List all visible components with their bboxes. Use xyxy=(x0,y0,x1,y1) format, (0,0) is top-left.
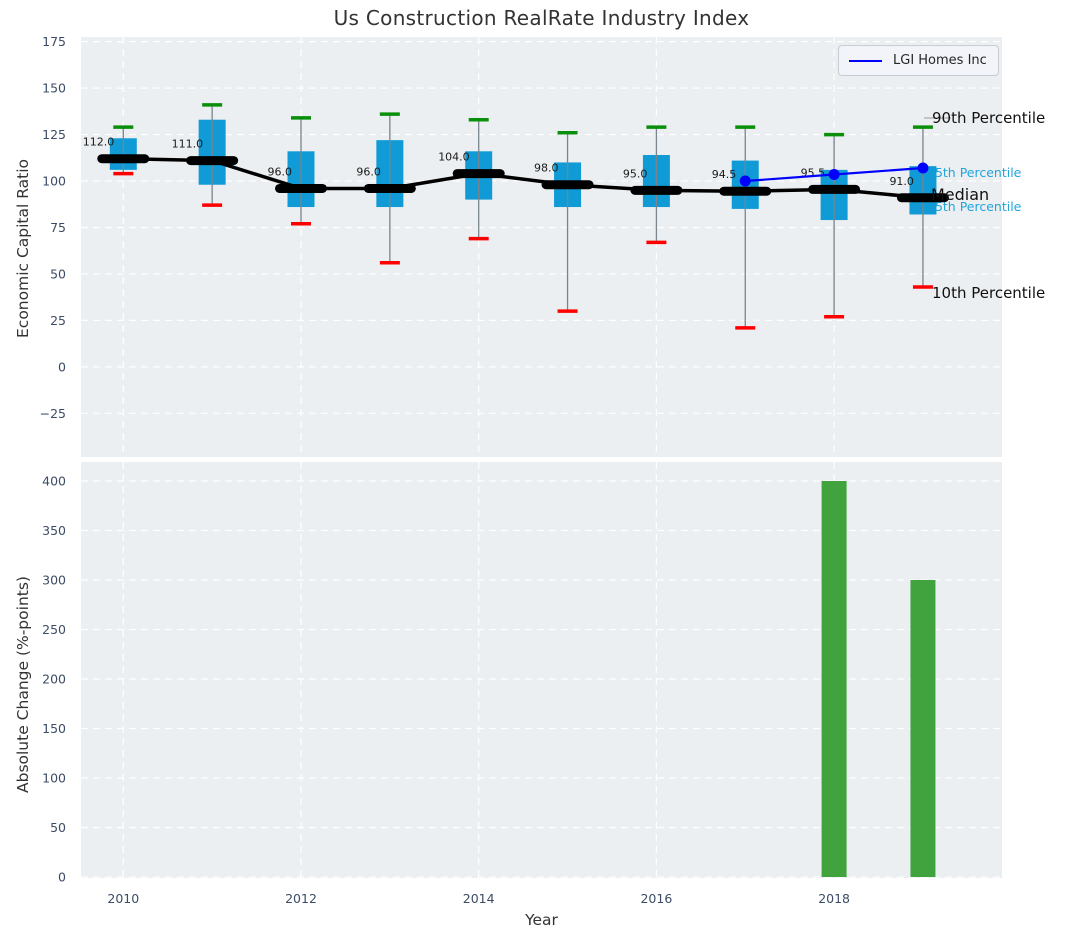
bottom-y-tick-label: 50 xyxy=(50,820,66,835)
change-bar-2018 xyxy=(821,481,847,877)
top-y-tick-label: 25 xyxy=(50,313,66,328)
lgi-homes-point-2018 xyxy=(828,169,840,181)
lgi-homes-point-2017 xyxy=(739,175,751,187)
chart-title: Us Construction RealRate Industry Index xyxy=(333,6,750,30)
annotation-90th-percentile: 90th Percentile xyxy=(932,109,1045,127)
x-tick-label-2012: 2012 xyxy=(285,891,317,906)
median-value-label-2019: 91.0 xyxy=(889,175,914,188)
top-axes: 175 150 125 100 75 50 25 0 −25 75th Percentile 25t… xyxy=(40,34,1045,457)
annotation-75th-percentile: 75th Percentile xyxy=(927,165,1022,180)
top-y-tick-label: 75 xyxy=(50,220,66,235)
annotation-median: Median xyxy=(931,185,989,204)
median-marker-2010 xyxy=(97,154,150,164)
median-marker-2012 xyxy=(275,183,327,193)
bottom-y-tick-label: 150 xyxy=(42,721,66,736)
median-marker-2011 xyxy=(186,156,239,166)
median-value-label-2010: 112.0 xyxy=(83,136,115,149)
top-y-tick-label: 50 xyxy=(50,266,66,281)
x-tick-label-2016: 2016 xyxy=(640,891,672,906)
annotation-10th-percentile: 10th Percentile xyxy=(932,284,1045,302)
median-value-label-2012: 96.0 xyxy=(268,165,293,178)
bottom-y-tick-label: 250 xyxy=(42,622,66,637)
top-y-tick-label: 125 xyxy=(42,127,66,142)
top-plot-background xyxy=(81,37,1002,457)
x-tick-label-2010: 2010 xyxy=(107,891,139,906)
median-marker-2017 xyxy=(719,186,772,196)
top-y-tick-label: 0 xyxy=(58,359,66,374)
top-y-tick-label: 100 xyxy=(42,174,66,189)
median-value-label-2015: 98.0 xyxy=(534,162,559,175)
top-y-tick-label: 175 xyxy=(42,34,66,49)
legend: LGI Homes Inc xyxy=(838,45,999,76)
median-marker-2016 xyxy=(630,185,683,195)
median-value-label-2016: 95.0 xyxy=(623,167,648,180)
median-marker-2015 xyxy=(541,180,594,190)
change-bar-2019 xyxy=(910,580,936,877)
bottom-y-axis-label: Absolute Change (%-points) xyxy=(14,576,32,793)
legend-line-sample xyxy=(849,59,882,62)
x-tick-label-2014: 2014 xyxy=(463,891,495,906)
top-y-tick-label: 150 xyxy=(42,81,66,96)
annotation-25th-percentile: 25th Percentile xyxy=(927,199,1022,214)
bottom-plot-background xyxy=(81,462,1002,878)
median-value-label-2014: 104.0 xyxy=(438,151,470,164)
median-marker-2018 xyxy=(808,184,861,194)
median-value-label-2017: 94.5 xyxy=(712,168,737,181)
bottom-y-tick-label: 200 xyxy=(42,672,66,687)
top-y-tick-label: −25 xyxy=(40,406,66,421)
median-line xyxy=(123,156,924,200)
lgi-homes-point-2019 xyxy=(917,162,929,174)
legend-label: LGI Homes Inc xyxy=(893,53,987,68)
median-value-label-2013: 96.0 xyxy=(356,165,381,178)
bottom-y-tick-label: 100 xyxy=(42,771,66,786)
median-value-label-2011: 111.0 xyxy=(172,138,204,151)
bottom-y-tick-label: 350 xyxy=(42,523,66,538)
median-marker-2014 xyxy=(452,169,505,179)
x-tick-label-2018: 2018 xyxy=(818,891,850,906)
bottom-y-tick-label: 0 xyxy=(58,870,66,885)
x-axis-label: Year xyxy=(525,911,558,929)
bottom-y-tick-label: 300 xyxy=(42,573,66,588)
bottom-axes: 400 350 300 250 200 150 100 50 0 2010 2012 2014 2016… xyxy=(42,462,1002,906)
bottom-y-tick-label: 400 xyxy=(42,474,66,489)
median-marker-2013 xyxy=(363,183,416,193)
median-marker-2019 xyxy=(896,193,949,203)
top-y-axis-label: Economic Capital Ratio xyxy=(14,158,32,338)
